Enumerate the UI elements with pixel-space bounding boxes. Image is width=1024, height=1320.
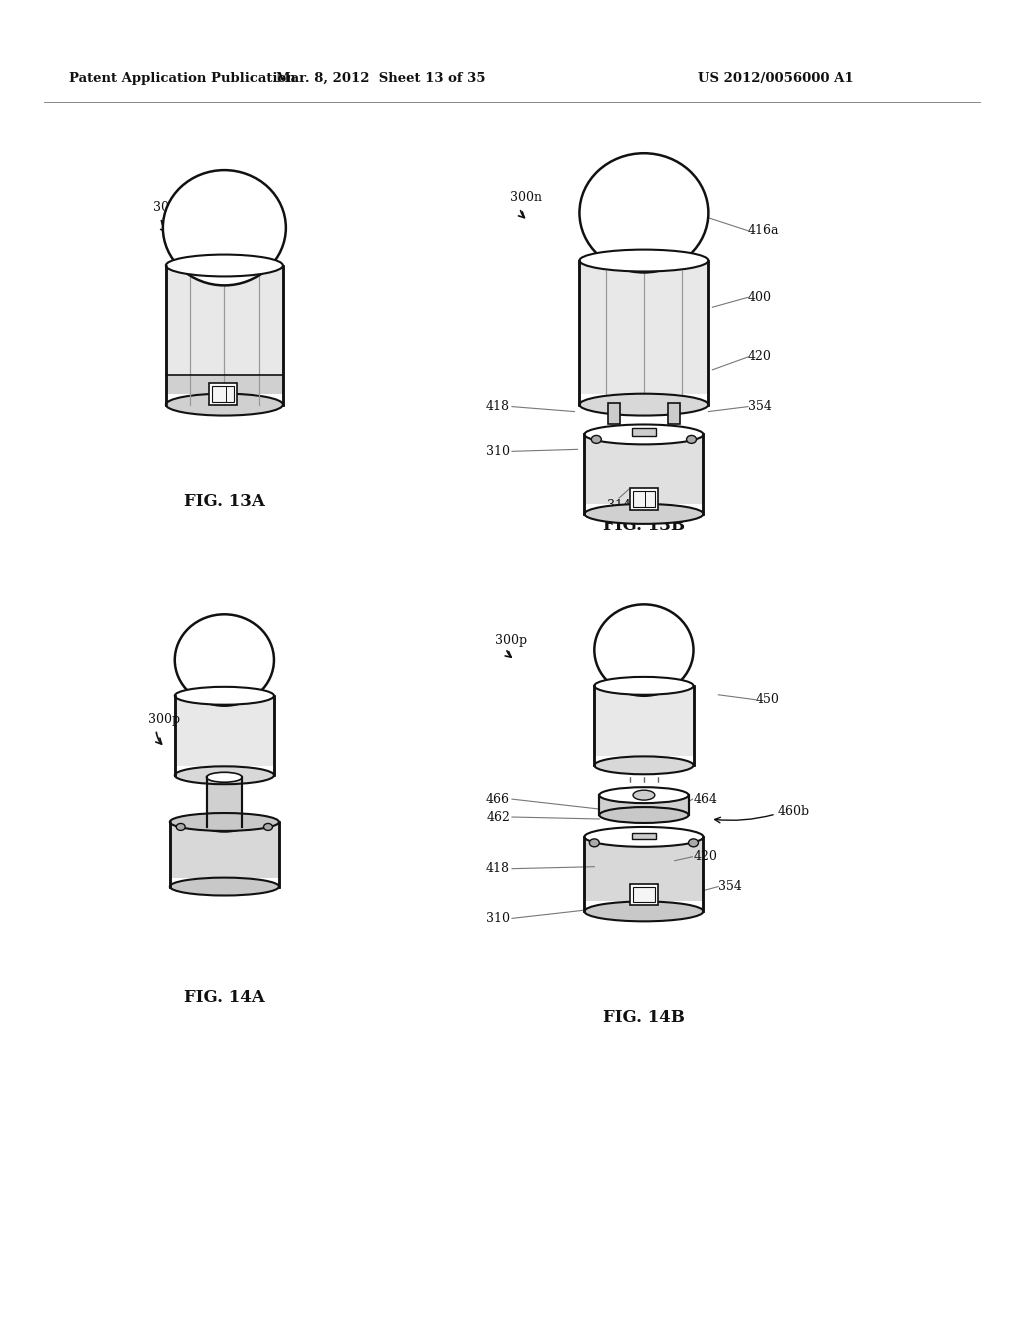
- Ellipse shape: [166, 255, 283, 276]
- Text: FIG. 13B: FIG. 13B: [603, 517, 685, 535]
- FancyBboxPatch shape: [630, 883, 657, 906]
- Text: 450: 450: [756, 693, 780, 706]
- Text: US 2012/0056000 A1: US 2012/0056000 A1: [698, 73, 854, 86]
- Ellipse shape: [166, 393, 283, 416]
- Ellipse shape: [594, 605, 693, 696]
- Ellipse shape: [590, 840, 599, 847]
- Ellipse shape: [633, 791, 654, 800]
- FancyBboxPatch shape: [608, 403, 621, 425]
- FancyBboxPatch shape: [585, 837, 703, 911]
- Text: 466: 466: [486, 792, 510, 805]
- Ellipse shape: [594, 677, 693, 694]
- FancyBboxPatch shape: [210, 383, 238, 405]
- Ellipse shape: [175, 686, 274, 705]
- Text: 420: 420: [693, 850, 718, 863]
- FancyBboxPatch shape: [632, 429, 655, 437]
- Text: 464: 464: [693, 792, 718, 805]
- FancyBboxPatch shape: [594, 686, 693, 766]
- Text: 416a: 416a: [749, 224, 779, 238]
- Text: 310: 310: [486, 912, 510, 925]
- Ellipse shape: [263, 824, 272, 830]
- Ellipse shape: [688, 840, 698, 847]
- Text: 300n: 300n: [153, 202, 185, 214]
- Text: FIG. 14B: FIG. 14B: [603, 1010, 685, 1026]
- FancyBboxPatch shape: [212, 385, 234, 401]
- Text: 462: 462: [486, 810, 510, 824]
- Text: 420: 420: [749, 350, 772, 363]
- FancyBboxPatch shape: [632, 833, 655, 840]
- FancyBboxPatch shape: [633, 887, 654, 903]
- Text: 314: 314: [607, 499, 631, 512]
- Text: 310: 310: [486, 445, 510, 458]
- FancyBboxPatch shape: [583, 902, 706, 911]
- Text: 354: 354: [749, 400, 772, 413]
- Text: 418: 418: [486, 862, 510, 875]
- Text: 460b: 460b: [778, 805, 810, 817]
- Text: 300p: 300p: [496, 634, 527, 647]
- Ellipse shape: [580, 153, 709, 272]
- Ellipse shape: [207, 822, 243, 832]
- Ellipse shape: [175, 614, 274, 706]
- Text: 400: 400: [749, 290, 772, 304]
- Ellipse shape: [585, 425, 703, 445]
- Ellipse shape: [585, 504, 703, 524]
- Ellipse shape: [207, 772, 243, 783]
- FancyBboxPatch shape: [170, 822, 279, 887]
- FancyBboxPatch shape: [166, 375, 283, 405]
- Ellipse shape: [163, 170, 286, 285]
- Ellipse shape: [585, 826, 703, 847]
- Ellipse shape: [580, 249, 709, 272]
- FancyBboxPatch shape: [173, 767, 275, 775]
- FancyBboxPatch shape: [633, 491, 654, 507]
- FancyBboxPatch shape: [597, 807, 690, 814]
- FancyBboxPatch shape: [175, 696, 274, 775]
- FancyBboxPatch shape: [668, 403, 680, 425]
- Ellipse shape: [170, 878, 279, 895]
- FancyBboxPatch shape: [166, 265, 283, 405]
- Ellipse shape: [599, 807, 688, 822]
- Ellipse shape: [591, 436, 601, 444]
- Text: 354: 354: [718, 880, 742, 894]
- FancyBboxPatch shape: [583, 504, 706, 513]
- Ellipse shape: [175, 767, 274, 784]
- Text: Mar. 8, 2012  Sheet 13 of 35: Mar. 8, 2012 Sheet 13 of 35: [276, 73, 485, 86]
- Text: FIG. 14A: FIG. 14A: [184, 990, 265, 1006]
- Ellipse shape: [594, 756, 693, 775]
- Text: 300n: 300n: [510, 191, 542, 205]
- FancyBboxPatch shape: [207, 777, 243, 826]
- Text: Patent Application Publication: Patent Application Publication: [69, 73, 295, 86]
- Ellipse shape: [599, 787, 688, 803]
- Ellipse shape: [176, 824, 185, 830]
- Ellipse shape: [170, 813, 279, 830]
- Text: FIG. 13A: FIG. 13A: [184, 492, 265, 510]
- FancyBboxPatch shape: [599, 795, 688, 814]
- FancyBboxPatch shape: [168, 878, 281, 887]
- FancyBboxPatch shape: [164, 393, 285, 405]
- FancyBboxPatch shape: [580, 260, 709, 405]
- FancyBboxPatch shape: [592, 756, 695, 766]
- Ellipse shape: [686, 436, 696, 444]
- FancyBboxPatch shape: [205, 822, 244, 826]
- FancyBboxPatch shape: [630, 488, 657, 510]
- Text: 300p: 300p: [148, 713, 180, 726]
- Text: 418: 418: [486, 400, 510, 413]
- Ellipse shape: [585, 902, 703, 921]
- FancyBboxPatch shape: [585, 434, 703, 513]
- FancyBboxPatch shape: [578, 393, 711, 405]
- Ellipse shape: [580, 393, 709, 416]
